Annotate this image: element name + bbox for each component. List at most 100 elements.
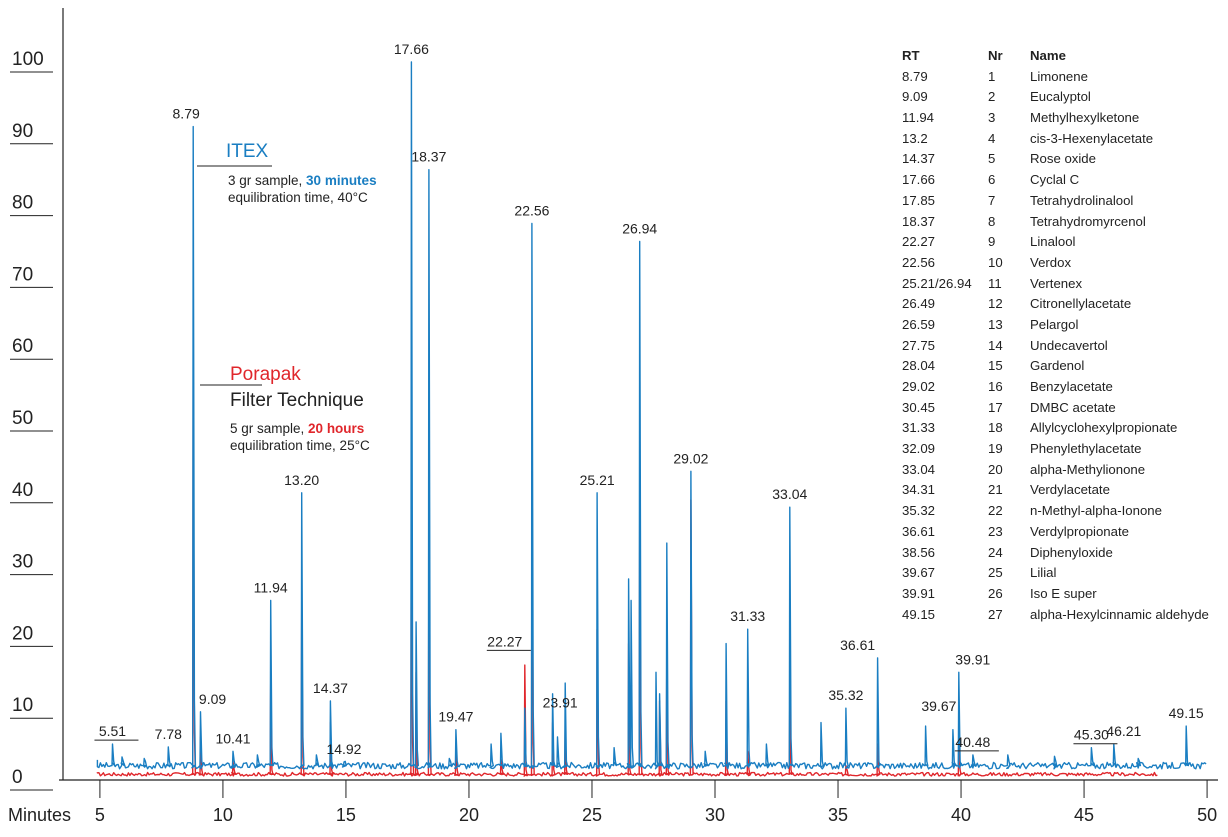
peak-label: 18.37 (411, 149, 446, 165)
series-layer (96, 61, 1207, 777)
row-rt: 36.61 (902, 523, 936, 539)
x-tick-label: 25 (582, 805, 602, 825)
x-tick-label: 30 (705, 805, 725, 825)
peak-label: 17.66 (394, 41, 429, 57)
row-nr: 3 (988, 110, 996, 126)
peak-label: 45.30 (1074, 727, 1109, 743)
peak-labels: 5.51 7.78 8.79 9.09 10.41 11.94 13.20 14.37 14.9… (94, 41, 1204, 757)
row-name: Verdox (1030, 254, 1072, 270)
row-nr: 10 (988, 254, 1003, 270)
row-name: Cyclal C (1030, 172, 1080, 188)
row-nr: 24 (988, 544, 1003, 560)
x-tick-label: 20 (459, 805, 479, 825)
row-rt: 49.15 (902, 606, 936, 622)
row-name: n-Methyl-alpha-Ionone (1030, 503, 1162, 519)
row-name: Eucalyptol (1030, 89, 1091, 105)
peak-label: 13.20 (284, 472, 319, 488)
peak-label: 23.91 (543, 694, 578, 710)
row-name: Undecavertol (1030, 337, 1108, 353)
row-rt: 8.79 (902, 68, 928, 84)
peak-label: 10.41 (215, 730, 250, 746)
x-axis: 5 10 15 20 25 30 35 40 45 50 Minutes (8, 779, 1218, 825)
y-axis: 0 10 20 30 40 50 60 70 80 90 100 (10, 8, 64, 791)
row-nr: 7 (988, 192, 996, 208)
peak-label: 39.67 (921, 698, 956, 714)
row-rt: 35.32 (902, 503, 936, 519)
row-name: Citronellylacetate (1030, 296, 1132, 312)
row-name: Pelargol (1030, 316, 1079, 332)
row-name: Diphenyloxide (1030, 544, 1113, 560)
row-rt: 26.59 (902, 316, 936, 332)
y-tick-label: 90 (12, 121, 33, 142)
row-rt: 27.75 (902, 337, 936, 353)
row-nr: 17 (988, 399, 1003, 415)
itex-note-duration: 30 minutes (306, 173, 377, 188)
row-rt: 32.09 (902, 441, 936, 457)
row-nr: 27 (988, 606, 1003, 622)
x-tick-label: 15 (336, 805, 356, 825)
porapak-note-duration: 20 hours (308, 421, 365, 436)
peak-label: 7.78 (155, 726, 182, 742)
peak-label: 9.09 (199, 691, 226, 707)
y-tick-label: 100 (12, 49, 44, 70)
header-nr: Nr (988, 48, 1003, 63)
row-rt: 39.91 (902, 585, 936, 601)
peak-label: 33.04 (772, 486, 807, 502)
row-name: Rose oxide (1030, 151, 1096, 167)
peak-label: 35.32 (828, 687, 863, 703)
y-tick-label: 50 (12, 408, 33, 429)
row-rt: 34.31 (902, 482, 936, 498)
porapak-legend-title: Porapak (230, 364, 301, 385)
row-nr: 20 (988, 461, 1003, 477)
row-rt: 9.09 (902, 89, 928, 105)
row-name: Allylcyclohexylpropionate (1030, 420, 1178, 436)
row-name: alpha-Methylionone (1030, 461, 1146, 477)
peak-label: 36.61 (840, 637, 875, 653)
row-nr: 4 (988, 130, 996, 146)
row-nr: 15 (988, 358, 1003, 374)
row-rt: 22.56 (902, 254, 936, 270)
row-rt: 17.85 (902, 192, 936, 208)
peak-label: 14.92 (326, 741, 361, 757)
y-tick-label: 40 (12, 480, 33, 501)
row-nr: 23 (988, 523, 1003, 539)
row-nr: 16 (988, 379, 1003, 394)
row-rt: 17.66 (902, 172, 936, 188)
row-rt: 26.49 (902, 296, 936, 312)
porapak-note-text: 5 gr sample, (230, 421, 309, 436)
peak-label: 39.91 (955, 651, 990, 667)
porapak-legend-note: 5 gr sample, 20 hours equilibration time… (230, 420, 370, 454)
peak-label: 14.37 (313, 680, 348, 696)
porapak-legend-subtitle: Filter Technique (230, 390, 364, 411)
row-nr: 18 (988, 420, 1003, 436)
row-name: Linalool (1030, 234, 1076, 250)
row-name: Gardenol (1030, 358, 1085, 374)
itex-trace (96, 61, 1207, 770)
row-rt: 30.45 (902, 399, 936, 415)
header-rt: RT (902, 48, 920, 63)
peak-label: 11.94 (254, 580, 288, 596)
row-rt: 31.33 (902, 420, 936, 436)
peak-label: 5.51 (99, 723, 126, 739)
row-nr: 5 (988, 151, 996, 167)
row-nr: 6 (988, 172, 996, 188)
x-tick-label: 35 (828, 805, 848, 825)
peak-label: 19.47 (438, 709, 473, 725)
row-rt: 38.56 (902, 544, 936, 560)
x-tick-label: 40 (951, 805, 971, 825)
row-nr: 1 (988, 68, 996, 84)
row-rt: 22.27 (902, 234, 936, 250)
row-nr: 21 (988, 482, 1003, 498)
itex-note-text: 3 gr sample, (228, 173, 307, 188)
row-name: Verdylacetate (1030, 482, 1110, 498)
row-name: Methylhexylketone (1030, 110, 1140, 126)
y-tick-label: 10 (12, 695, 33, 716)
row-nr: 9 (988, 234, 996, 250)
row-rt: 18.37 (902, 213, 936, 229)
row-name: Phenylethylacetate (1030, 441, 1142, 457)
peak-label: 8.79 (173, 106, 200, 122)
row-nr: 11 (988, 275, 1002, 291)
row-rt: 11.94 (902, 110, 935, 126)
row-name: Vertenex (1030, 275, 1083, 291)
peak-label: 22.27 (487, 633, 522, 649)
